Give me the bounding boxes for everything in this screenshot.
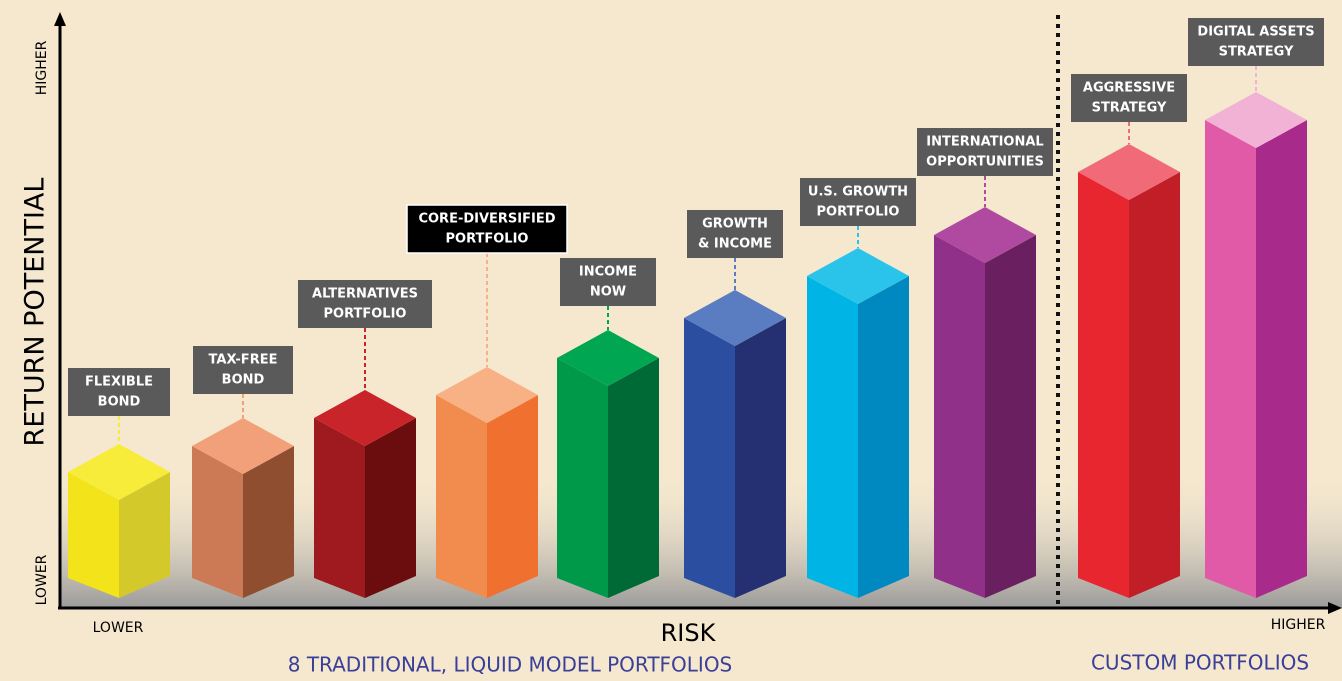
label-text: BOND bbox=[222, 373, 265, 388]
bar-front bbox=[684, 318, 735, 598]
label-text: PORTFOLIO bbox=[817, 205, 900, 220]
label-text: OPPORTUNITIES bbox=[926, 155, 1044, 170]
bar-front bbox=[436, 395, 487, 598]
bar-front bbox=[807, 276, 858, 598]
label-box bbox=[800, 178, 916, 226]
x-low: LOWER bbox=[93, 620, 144, 636]
label-box bbox=[193, 346, 293, 394]
bar-side bbox=[487, 395, 538, 598]
label-text: NOW bbox=[590, 285, 626, 300]
bar-top bbox=[314, 390, 416, 446]
label-box bbox=[1071, 74, 1187, 122]
bar-side bbox=[735, 318, 786, 598]
bar-side bbox=[365, 418, 416, 598]
label-text: AGGRESSIVE bbox=[1083, 81, 1175, 96]
label-text: PORTFOLIO bbox=[324, 307, 407, 322]
label-text: INCOME bbox=[579, 265, 637, 280]
y-low: LOWER bbox=[34, 554, 50, 605]
label-text: INTERNATIONAL bbox=[926, 135, 1043, 150]
x-label: RISK bbox=[661, 619, 717, 647]
portfolio-bar: GROWTH & INCOME bbox=[684, 210, 786, 598]
bar-front bbox=[68, 472, 119, 598]
group-label: 8 TRADITIONAL, LIQUID MODEL PORTFOLIOS bbox=[288, 653, 733, 677]
label-text: & INCOME bbox=[698, 237, 772, 252]
bar-front bbox=[934, 235, 985, 598]
bar-front bbox=[1205, 120, 1256, 598]
label-box bbox=[1188, 18, 1324, 66]
bars: FLEXIBLE BOND TAX-FREE BOND ALTERNATIVES PORT… bbox=[68, 18, 1324, 598]
label-text: DIGITAL ASSETS bbox=[1197, 25, 1314, 40]
bar-side bbox=[243, 446, 294, 598]
bar-top bbox=[192, 418, 294, 474]
bar-side bbox=[119, 472, 170, 598]
y-label: RETURN POTENTIAL bbox=[20, 178, 51, 447]
bar-side bbox=[608, 358, 659, 598]
bar-top bbox=[1205, 92, 1307, 148]
portfolio-bar: FLEXIBLE BOND bbox=[68, 368, 170, 598]
label-text: PORTFOLIO bbox=[446, 232, 529, 247]
bar-top bbox=[68, 444, 170, 500]
label-box bbox=[560, 258, 656, 306]
portfolio-bar: AGGRESSIVE STRATEGY bbox=[1071, 74, 1187, 598]
x-high: HIGHER bbox=[1271, 617, 1326, 633]
bar-top bbox=[436, 367, 538, 423]
portfolio-bar: U.S. GROWTH PORTFOLIO bbox=[800, 178, 916, 598]
bar-top bbox=[557, 330, 659, 386]
label-text: CORE-DIVERSIFIED bbox=[418, 212, 555, 227]
portfolio-bar: DIGITAL ASSETS STRATEGY bbox=[1188, 18, 1324, 598]
bar-top bbox=[807, 248, 909, 304]
group-label: CUSTOM PORTFOLIOS bbox=[1091, 651, 1309, 675]
label-box bbox=[298, 280, 432, 328]
label-text: ALTERNATIVES bbox=[312, 287, 418, 302]
bar-top bbox=[934, 207, 1036, 263]
bar-side bbox=[985, 235, 1036, 598]
label-text: STRATEGY bbox=[1219, 45, 1294, 60]
portfolio-bar: CORE-DIVERSIFIED PORTFOLIO bbox=[406, 204, 568, 598]
bar-side bbox=[858, 276, 909, 598]
y-high: HIGHER bbox=[34, 40, 50, 95]
label-text: BOND bbox=[98, 395, 141, 410]
bar-front bbox=[314, 418, 365, 598]
portfolio-bar: INCOME NOW bbox=[557, 258, 659, 598]
bar-side bbox=[1256, 120, 1307, 598]
portfolio-bar: INTERNATIONAL OPPORTUNITIES bbox=[917, 128, 1053, 598]
label-text: GROWTH bbox=[702, 217, 768, 232]
bar-front bbox=[1078, 172, 1129, 598]
bar-front bbox=[192, 446, 243, 598]
bar-side bbox=[1129, 172, 1180, 598]
portfolio-bar: ALTERNATIVES PORTFOLIO bbox=[298, 280, 432, 598]
label-box bbox=[917, 128, 1053, 176]
label-box bbox=[406, 204, 568, 254]
label-text: STRATEGY bbox=[1092, 101, 1167, 116]
label-text: TAX-FREE bbox=[209, 353, 278, 368]
label-box bbox=[68, 368, 170, 416]
portfolio-bar: TAX-FREE BOND bbox=[192, 346, 294, 598]
x-arrow bbox=[1328, 602, 1342, 614]
bar-top bbox=[684, 290, 786, 346]
bar-top bbox=[1078, 144, 1180, 200]
label-text: U.S. GROWTH bbox=[808, 185, 908, 200]
label-box bbox=[687, 210, 783, 258]
bar-front bbox=[557, 358, 608, 598]
y-arrow bbox=[54, 12, 66, 26]
label-text: FLEXIBLE bbox=[85, 375, 153, 390]
